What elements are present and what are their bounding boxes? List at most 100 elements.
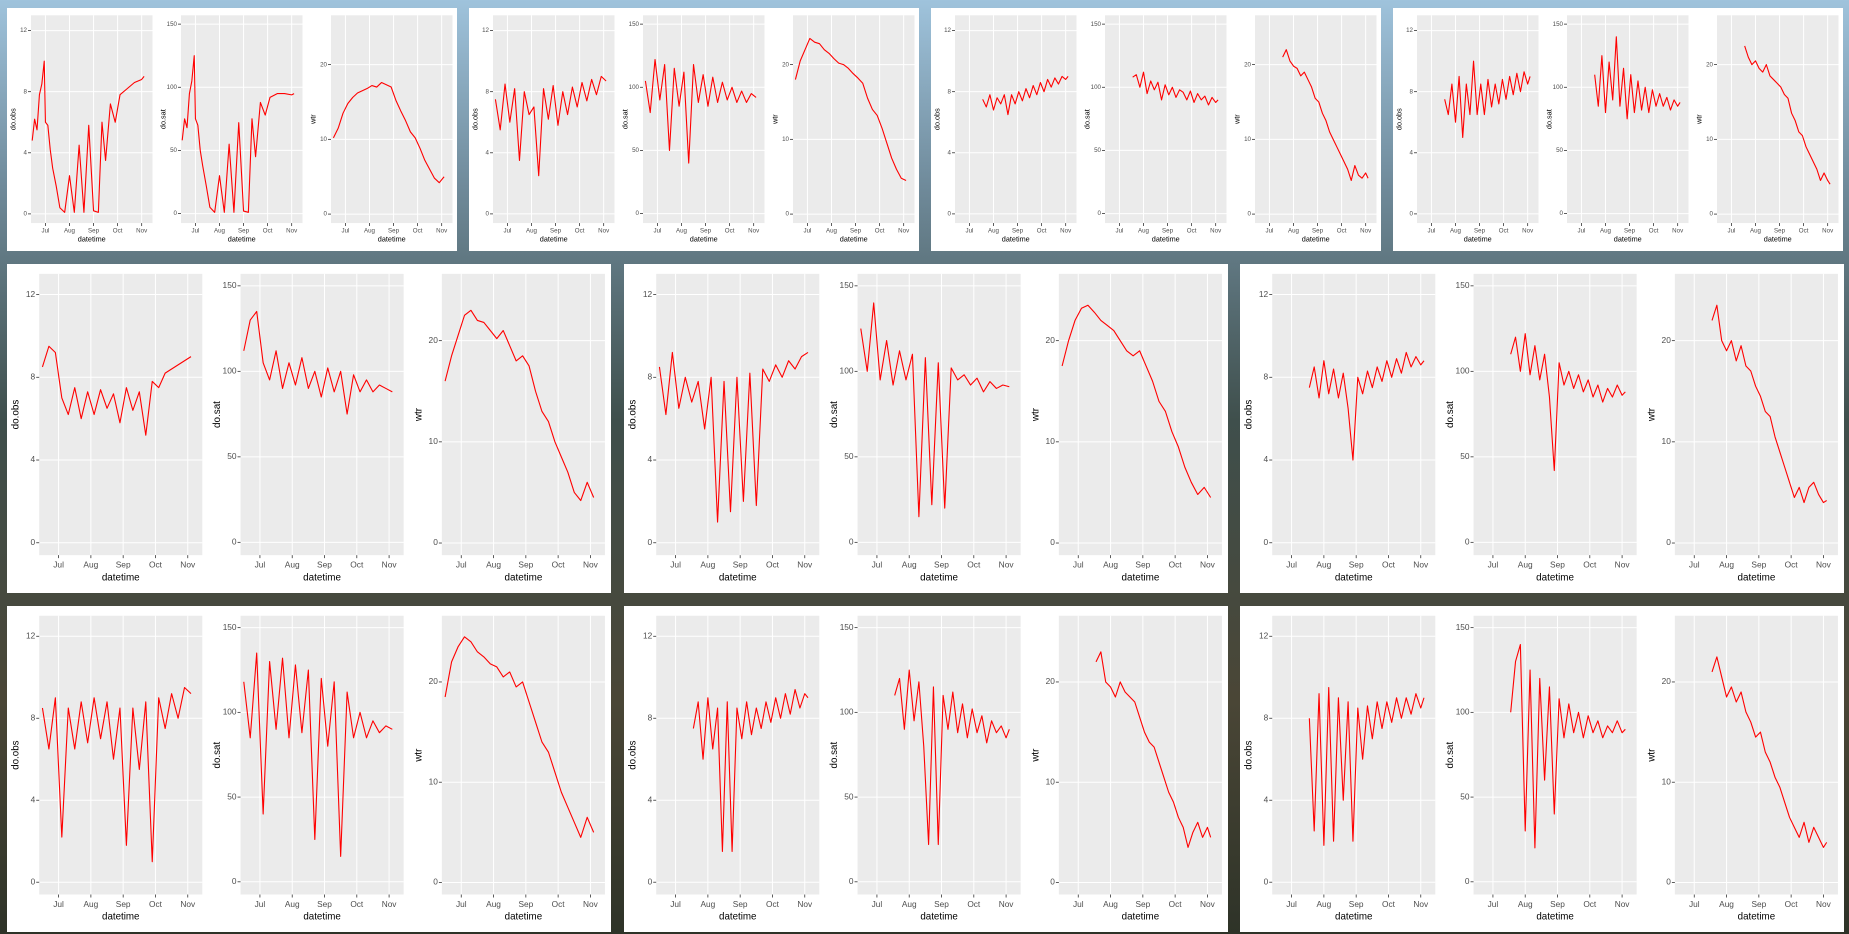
x-tick-label: Nov — [1672, 227, 1684, 234]
x-tick-label: Jul — [1689, 560, 1700, 570]
y-tick-label: 8 — [1410, 88, 1414, 95]
x-tick-label: Aug — [526, 227, 538, 234]
x-tick-label: Sep — [934, 899, 949, 909]
y-tick-label: 0 — [232, 876, 237, 886]
y-tick-label: 20 — [1046, 335, 1056, 345]
data-line — [1711, 304, 1827, 504]
x-tick-label: Oct — [350, 560, 364, 570]
x-tick-label: Aug — [902, 560, 917, 570]
panel — [441, 615, 605, 895]
data-line — [494, 75, 607, 177]
x-tick-label: Jul — [1427, 227, 1435, 234]
panel — [1567, 15, 1689, 224]
x-axis-label: datetime — [920, 912, 957, 923]
y-tick-label: 0 — [1050, 537, 1055, 547]
y-tick-label: 100 — [167, 84, 178, 91]
y-axis-label: wtr — [1030, 748, 1041, 763]
data-line — [41, 345, 192, 436]
x-tick-label: Nov — [1413, 560, 1429, 570]
y-axis-label: do.sat — [829, 401, 840, 428]
x-axis-label: datetime — [505, 912, 542, 923]
x-tick-label: Jul — [41, 227, 49, 234]
x-tick-label: Jul — [1115, 227, 1123, 234]
x-tick-label: Jul — [191, 227, 199, 234]
x-tick-label: Sep — [733, 560, 748, 570]
x-tick-label: Aug — [285, 560, 300, 570]
y-tick-label: 0 — [1465, 537, 1470, 547]
y-tick-label: 20 — [1244, 61, 1251, 68]
y-tick-label: 0 — [486, 211, 490, 218]
y-tick-label: 0 — [648, 537, 653, 547]
panel — [181, 15, 303, 224]
y-tick-label: 12 — [20, 27, 27, 34]
x-tick-label: Aug — [486, 560, 501, 570]
x-tick-label: Aug — [83, 899, 98, 909]
y-tick-label: 10 — [1244, 136, 1251, 143]
x-axis-label: datetime — [505, 572, 543, 583]
y-tick-label: 4 — [486, 149, 490, 156]
x-tick-label: Sep — [1751, 560, 1766, 570]
x-tick-label: Oct — [1337, 227, 1347, 234]
x-tick-label: Oct — [766, 899, 780, 909]
x-tick-label: Aug — [1103, 899, 1118, 909]
y-tick-label: 50 — [1556, 147, 1563, 154]
x-tick-label: Jul — [456, 560, 467, 570]
x-tick-label: Sep — [116, 899, 131, 909]
y-tick-label: 0 — [1050, 877, 1055, 887]
x-tick-label: Jul — [803, 227, 811, 234]
y-axis-label: do.sat — [159, 109, 168, 129]
y-axis-label: wtr — [413, 748, 424, 763]
data-line — [444, 636, 595, 838]
data-line — [894, 669, 1010, 846]
x-axis-label: datetime — [1122, 572, 1160, 583]
y-tick-label: 12 — [26, 630, 36, 640]
x-tick-label: Jul — [255, 560, 266, 570]
x-tick-label: Nov — [1816, 899, 1832, 909]
panel — [39, 273, 203, 556]
x-tick-label: Sep — [1624, 227, 1636, 234]
x-tick-label: Sep — [1774, 227, 1786, 234]
x-tick-label: Oct — [1499, 227, 1509, 234]
y-tick-label: 0 — [232, 537, 237, 547]
y-tick-label: 50 — [227, 791, 237, 801]
data-line — [982, 75, 1069, 116]
x-axis-label: datetime — [1764, 235, 1792, 244]
data-line — [41, 686, 192, 863]
x-tick-label: Jul — [872, 560, 883, 570]
y-tick-label: 50 — [1460, 451, 1470, 461]
panel — [240, 273, 404, 556]
data-line — [1510, 333, 1626, 472]
x-tick-label: Aug — [1316, 899, 1331, 909]
y-tick-label: 10 — [1046, 436, 1056, 446]
x-tick-label: Nov — [180, 560, 196, 570]
y-tick-label: 0 — [636, 210, 640, 217]
data-line — [1444, 60, 1531, 139]
y-tick-label: 50 — [632, 147, 639, 154]
y-tick-label: 100 — [840, 707, 854, 717]
x-tick-label: Sep — [1135, 899, 1150, 909]
x-tick-label: Oct — [1382, 560, 1396, 570]
x-tick-label: Oct — [113, 227, 123, 234]
y-tick-label: 150 — [1553, 21, 1564, 28]
panel — [331, 15, 453, 224]
x-tick-label: Nov — [598, 227, 610, 234]
y-axis-label: do.sat — [1445, 742, 1456, 769]
x-tick-label: Jul — [1073, 560, 1084, 570]
x-tick-label: Oct — [875, 227, 885, 234]
y-tick-label: 8 — [31, 372, 36, 382]
y-axis-label: do.obs — [11, 400, 22, 430]
y-tick-label: 4 — [31, 454, 36, 464]
x-tick-label: Jul — [1073, 899, 1084, 909]
data-line — [1282, 49, 1369, 182]
x-axis-label: datetime — [540, 235, 568, 244]
x-tick-label: Jul — [341, 227, 349, 234]
y-tick-label: 8 — [24, 88, 28, 95]
x-tick-label: Oct — [552, 560, 566, 570]
panel — [39, 615, 203, 895]
x-tick-label: Nov — [797, 899, 813, 909]
x-tick-label: Sep — [518, 560, 533, 570]
x-tick-label: Oct — [413, 227, 423, 234]
x-tick-label: Nov — [1413, 899, 1429, 909]
x-tick-label: Aug — [1103, 560, 1118, 570]
x-tick-label: Oct — [552, 899, 566, 909]
